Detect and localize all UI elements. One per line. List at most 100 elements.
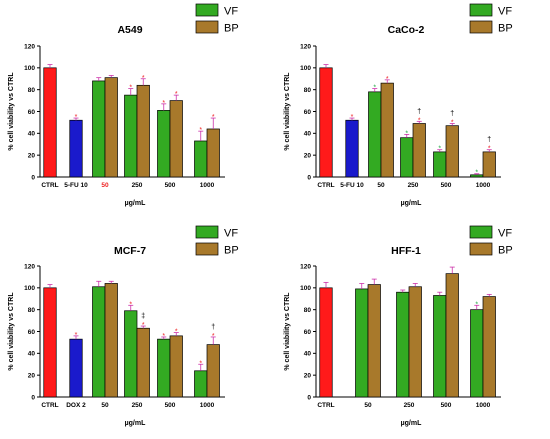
legend-swatch-vf <box>469 225 493 239</box>
bar-bp <box>136 84 150 178</box>
x-tick-label: 250 <box>408 182 419 189</box>
bar-bp <box>482 296 496 398</box>
bar-ctrl <box>319 67 333 178</box>
bar-vf <box>470 309 484 398</box>
y-tick-label: 20 <box>304 372 312 379</box>
legend-label-bp: BP <box>498 245 513 257</box>
legend-label-vf: VF <box>498 6 512 18</box>
x-tick-label: 50 <box>101 402 109 409</box>
significance-mark: * <box>199 127 202 134</box>
x-axis-label: µg/mL <box>401 420 422 427</box>
x-tick-label: 1000 <box>476 182 491 189</box>
y-tick-label: 100 <box>24 65 35 72</box>
chart-panel-hff-1: HFF-1 0 20 40 60 80 100 120 % cell viability vs … <box>284 225 513 427</box>
significance-mark: * <box>162 333 165 340</box>
y-tick-label: 40 <box>28 131 36 138</box>
significance-mark: * <box>212 333 215 340</box>
y-tick-label: 100 <box>300 65 311 72</box>
chart-title: A549 <box>117 24 142 36</box>
bar-vf <box>92 80 106 178</box>
y-tick-label: 20 <box>304 152 312 159</box>
significance-mark: * <box>75 332 78 339</box>
y-tick-label: 120 <box>24 263 35 270</box>
bar-vf <box>157 110 171 178</box>
y-axis-label: % cell viability vs CTRL <box>8 292 15 371</box>
bar-bp <box>206 128 220 178</box>
y-tick-label: 80 <box>28 87 36 94</box>
x-axis-label: µg/mL <box>125 420 146 427</box>
x-tick-label: CTRL <box>317 402 334 409</box>
x-tick-label: 500 <box>165 402 176 409</box>
y-tick-label: 100 <box>24 285 35 292</box>
y-tick-label: 0 <box>31 174 35 181</box>
bar-bp <box>482 151 496 178</box>
legend-label-vf: VF <box>224 6 238 18</box>
legend-swatch-bp <box>195 242 219 256</box>
significance-mark: * <box>386 76 389 83</box>
x-tick-label: 50 <box>377 182 385 189</box>
chart-panel-a549: A549 0 20 40 60 80 100 120 % cell viability vs C… <box>8 3 239 207</box>
y-tick-label: 80 <box>304 87 312 94</box>
y-tick-label: 20 <box>28 152 36 159</box>
bar-bp <box>104 283 118 398</box>
x-tick-label: CTRL <box>317 182 334 189</box>
x-tick-label: CTRL <box>41 402 58 409</box>
y-tick-label: 100 <box>300 285 311 292</box>
bar-bp <box>408 286 422 398</box>
bar-vf <box>396 291 410 398</box>
legend-label-bp: BP <box>498 23 513 35</box>
y-tick-label: 60 <box>28 109 36 116</box>
y-tick-label: 0 <box>31 394 35 401</box>
bar-bp <box>206 344 220 398</box>
significance-mark: * <box>438 146 441 153</box>
bar-bp <box>367 284 381 398</box>
bar-vf <box>400 137 414 178</box>
chart-panel-caco-2: CaCo-2 0 20 40 60 80 100 120 % cell viability vs… <box>284 3 513 207</box>
significance-mark: † <box>211 324 215 331</box>
x-tick-label: CTRL <box>41 182 58 189</box>
bar-vf <box>124 94 138 178</box>
bar-ctrl <box>319 287 333 398</box>
bar-fu <box>345 119 359 178</box>
chart-title: HFF-1 <box>391 245 421 257</box>
significance-mark: † <box>487 137 491 144</box>
y-tick-label: 0 <box>307 394 311 401</box>
significance-mark: * <box>129 301 132 308</box>
bar-bp <box>104 77 118 178</box>
y-tick-label: 60 <box>304 109 312 116</box>
bar-vf <box>157 338 171 398</box>
bar-ctrl <box>43 67 57 178</box>
legend-label-bp: BP <box>224 245 239 257</box>
y-axis-label: % cell viability vs CTRL <box>284 292 291 371</box>
y-tick-label: 60 <box>304 329 312 336</box>
legend-swatch-vf <box>195 225 219 239</box>
bar-bp <box>445 273 459 398</box>
y-tick-label: 0 <box>307 174 311 181</box>
significance-mark: * <box>475 170 478 177</box>
bar-bp <box>169 100 183 178</box>
bar-bp <box>380 82 394 178</box>
significance-mark: * <box>351 114 354 121</box>
x-tick-label: DOX 2 <box>66 402 86 409</box>
legend-swatch-bp <box>469 242 493 256</box>
chart-title: MCF-7 <box>114 245 146 257</box>
significance-mark: * <box>142 75 145 82</box>
x-tick-label: 5-FU 10 <box>64 182 88 189</box>
significance-mark: * <box>175 329 178 336</box>
y-axis-label: % cell viability vs CTRL <box>284 72 291 151</box>
x-tick-label: 500 <box>441 182 452 189</box>
legend-label-vf: VF <box>224 228 238 240</box>
x-tick-label: 500 <box>441 402 452 409</box>
bar-dox <box>69 338 83 398</box>
legend-swatch-vf <box>469 3 493 17</box>
bar-vf <box>92 286 106 398</box>
x-tick-label: 50 <box>101 182 109 189</box>
bar-bp <box>445 125 459 178</box>
bar-vf <box>433 151 447 178</box>
legend-swatch-vf <box>195 3 219 17</box>
significance-mark: † <box>417 108 421 115</box>
significance-mark: * <box>175 91 178 98</box>
x-tick-label: 50 <box>364 402 372 409</box>
x-tick-label: 250 <box>404 402 415 409</box>
